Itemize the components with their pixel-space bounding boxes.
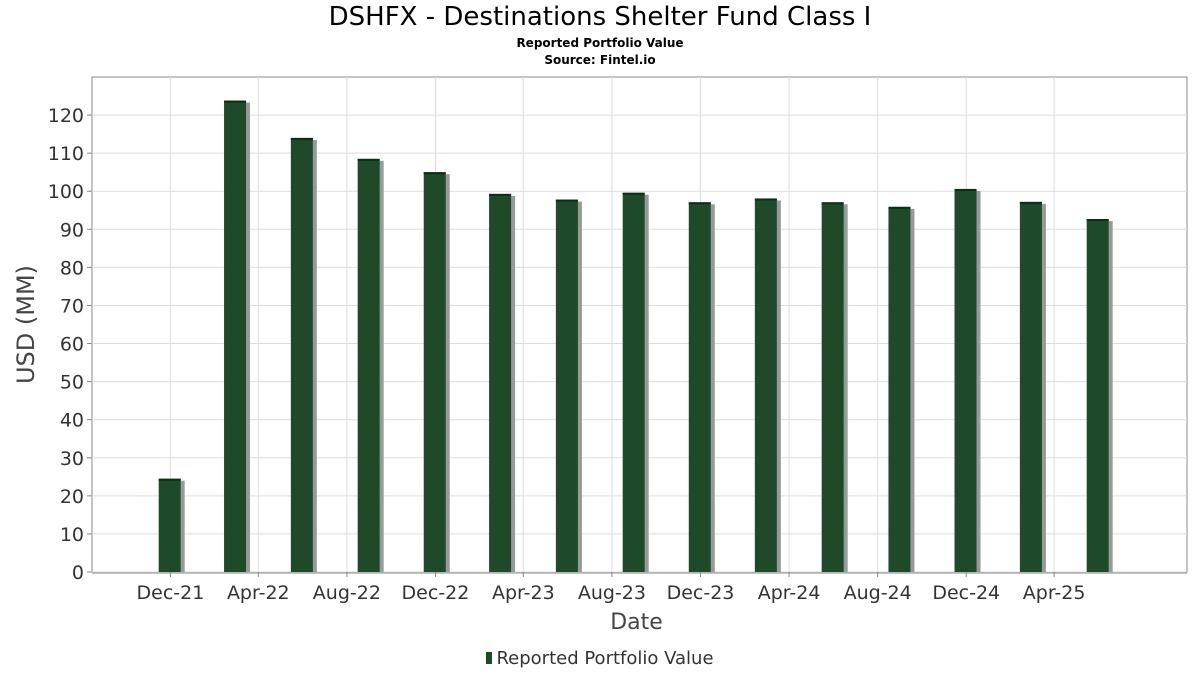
bar-top [158,478,181,481]
y-tick-label: 80 [60,257,84,279]
bar [357,158,384,572]
bar-top [888,206,911,209]
bar [290,137,317,572]
bar-top [357,158,380,161]
bar-series [158,100,1113,573]
bar [888,206,915,573]
legend-swatch [486,652,493,664]
bar-body [357,158,380,572]
y-tick-label: 90 [60,219,84,241]
bar-top [555,199,578,202]
bar [622,192,649,572]
x-tick-label: Apr-22 [227,582,290,604]
x-tick-label: Aug-22 [313,582,381,604]
bar-top [754,198,777,201]
bar-body [1086,219,1109,572]
bar-top [688,202,711,205]
x-axis: Dec-21 Apr-22 Aug-22 Dec-22 Apr-23 Aug-23 Dec-… [92,572,1187,604]
x-tick-label: Dec-21 [137,582,205,604]
bar [1019,201,1046,572]
bar [158,478,185,572]
y-tick-label: 10 [60,524,84,546]
bar-body [754,198,777,572]
x-tick-label: Aug-24 [844,582,912,604]
bar [489,193,516,572]
x-tick-label: Apr-24 [758,582,821,604]
y-tick-label: 40 [60,410,84,432]
y-tick-label: 70 [60,295,84,317]
bar [555,199,582,572]
y-axis-label: USD (MM) [12,265,40,384]
bar-body [158,478,181,572]
bar-body [489,193,512,572]
bar [754,198,781,572]
bar-body [954,188,977,572]
bar-body [423,172,446,572]
bar-top [622,192,645,195]
bar-body [1019,201,1042,572]
legend: Reported Portfolio Value [0,648,1200,669]
y-tick-label: 110 [48,143,84,165]
bar-top [489,193,512,196]
bar-body [821,202,844,572]
bar-top [224,100,247,103]
y-tick-label: 30 [60,448,84,470]
y-axis: 0 10 20 30 40 50 60 70 80 90 100 110 120 [48,105,92,584]
bar-body [555,199,578,572]
x-tick-label: Aug-23 [578,582,646,604]
x-tick-label: Apr-23 [492,582,555,604]
bar [423,172,450,572]
y-tick-label: 60 [60,334,84,356]
bar-body [888,206,911,573]
y-tick-label: 0 [72,562,84,584]
bar [821,202,848,572]
bar [688,202,715,572]
x-axis-label: Date [610,610,663,635]
legend-label: Reported Portfolio Value [496,648,714,669]
bar-top [290,137,313,140]
y-tick-label: 120 [48,105,84,127]
x-tick-label: Dec-22 [402,582,470,604]
x-tick-label: Dec-24 [932,582,1000,604]
bar [954,188,981,572]
bar-body [224,100,247,572]
bar [224,100,251,572]
y-tick-label: 20 [60,486,84,508]
chart-title: DSHFX - Destinations Shelter Fund Class … [328,2,872,32]
x-tick-label: Apr-25 [1023,582,1086,604]
bar-body [622,192,645,572]
bar-top [423,172,446,175]
bar-top [821,202,844,205]
bar-body [290,137,313,572]
bar-top [1086,219,1109,222]
bar-top [1019,201,1042,204]
bar-body [688,202,711,572]
chart-subtitle: Reported Portfolio Value [516,36,684,50]
x-tick-label: Dec-23 [667,582,735,604]
y-tick-label: 50 [60,372,84,394]
y-tick-label: 100 [48,181,84,203]
chart-source: Source: Fintel.io [544,53,656,67]
bar [1086,219,1113,572]
bar-top [954,188,977,191]
